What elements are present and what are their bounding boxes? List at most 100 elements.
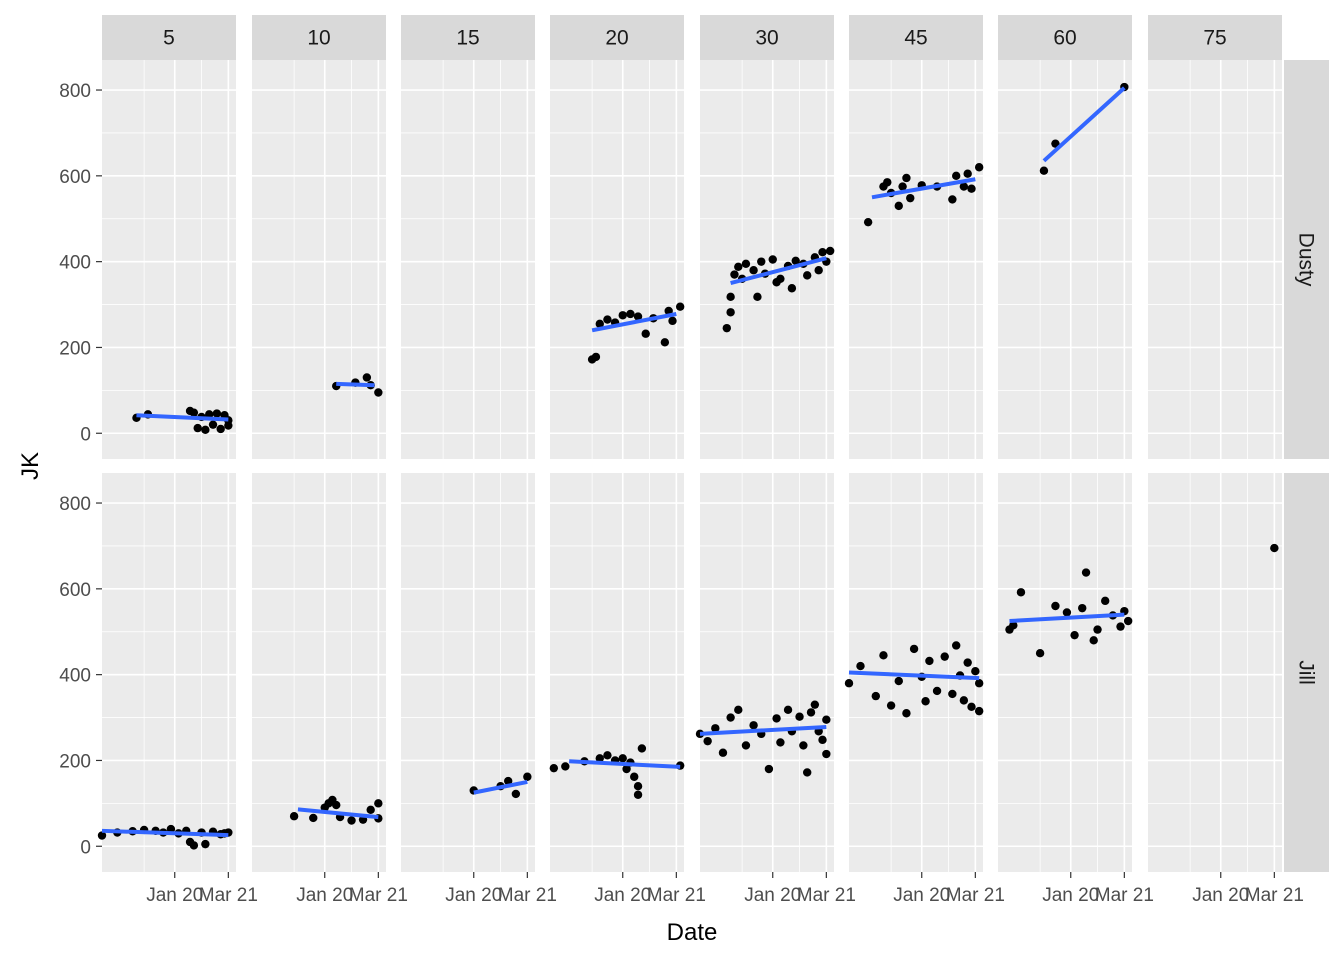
data-point (97, 831, 107, 840)
data-point (726, 292, 735, 302)
x-axis-title: Date (667, 919, 718, 946)
data-point (193, 423, 202, 433)
y-axis-title: JK (17, 452, 44, 480)
data-point (722, 323, 731, 333)
data-point (948, 195, 957, 204)
data-point (1270, 543, 1279, 553)
x-tick-label: Jan 20 (296, 885, 353, 906)
data-point (810, 700, 820, 709)
panel-background (700, 473, 834, 872)
data-point (622, 764, 631, 774)
row-strip-label: Dusty (1295, 233, 1318, 287)
series-jill-15 (469, 772, 532, 799)
column-strip (700, 15, 834, 60)
data-point (932, 686, 942, 696)
column-strip-label: 60 (1053, 27, 1076, 50)
data-point (1009, 621, 1018, 630)
data-point (201, 425, 210, 435)
data-point (952, 171, 961, 181)
panel-background (1148, 473, 1282, 872)
panel-background (401, 473, 535, 872)
column-strip (252, 15, 386, 60)
x-tick-label: Mar 21 (647, 885, 706, 906)
data-point (886, 701, 896, 710)
smooth-line (569, 759, 681, 769)
column-strip (1148, 15, 1282, 60)
data-point (189, 841, 199, 850)
series-dusty-45 (863, 163, 984, 227)
data-point (711, 724, 720, 733)
series-jill-20 (549, 744, 685, 799)
data-point (974, 163, 984, 172)
series-jill-10 (289, 795, 383, 825)
data-point (879, 651, 888, 660)
data-point (764, 764, 774, 774)
series-dusty-30 (722, 246, 835, 333)
data-point (332, 800, 341, 810)
data-point (618, 754, 627, 763)
panel-background (102, 60, 236, 459)
panel-jill-30 (700, 473, 834, 872)
data-point (504, 776, 513, 786)
data-point (795, 712, 804, 721)
column-strip (102, 15, 236, 60)
series-jill-60 (1005, 568, 1133, 658)
column-strip-label: 30 (755, 27, 778, 50)
data-point (309, 813, 318, 823)
panel-jill-5 (102, 473, 236, 872)
data-point (963, 169, 972, 178)
x-tick-label: Jan 20 (146, 885, 203, 906)
y-tick-label: 400 (59, 666, 91, 687)
data-point (822, 715, 831, 724)
panel-dusty-75 (1148, 60, 1282, 459)
data-point (549, 763, 559, 773)
y-tick-label: 0 (80, 424, 91, 445)
data-point (921, 697, 930, 706)
data-point (1116, 622, 1125, 631)
smooth-line (473, 779, 528, 795)
smooth-line (699, 724, 827, 736)
data-point (948, 689, 957, 699)
data-point (902, 709, 911, 718)
data-point (898, 182, 907, 191)
series-dusty-60 (1039, 82, 1129, 175)
panel-background (998, 473, 1132, 872)
x-tick-label: Mar 21 (349, 885, 408, 906)
panel-background (102, 473, 236, 872)
panel-background (550, 60, 684, 459)
data-point (603, 751, 612, 760)
data-point (925, 656, 934, 666)
data-point (844, 679, 854, 688)
column-strip (550, 15, 684, 60)
data-point (1078, 603, 1087, 613)
data-point (1123, 616, 1133, 626)
data-point (906, 193, 915, 203)
data-point (902, 173, 911, 183)
data-point (1093, 625, 1102, 634)
data-point (806, 708, 816, 717)
x-tick-label: Jan 20 (1192, 885, 1249, 906)
x-tick-label: Jan 20 (594, 885, 651, 906)
data-point (959, 696, 969, 705)
data-point (741, 741, 751, 750)
column-strip (401, 15, 535, 60)
data-point (783, 705, 793, 715)
data-point (633, 312, 643, 321)
data-point (1035, 648, 1045, 658)
data-point (952, 641, 961, 650)
data-point (726, 713, 735, 722)
data-point (818, 735, 827, 745)
data-point (749, 721, 758, 730)
data-point (591, 352, 601, 362)
column-strip-label: 75 (1203, 27, 1226, 50)
data-point (1081, 568, 1091, 577)
column-strip-label: 15 (456, 27, 479, 50)
data-point (208, 420, 218, 429)
data-point (734, 262, 743, 271)
series-dusty-10 (332, 373, 383, 397)
data-point (963, 658, 972, 667)
data-point (791, 256, 800, 265)
data-point (205, 410, 214, 419)
